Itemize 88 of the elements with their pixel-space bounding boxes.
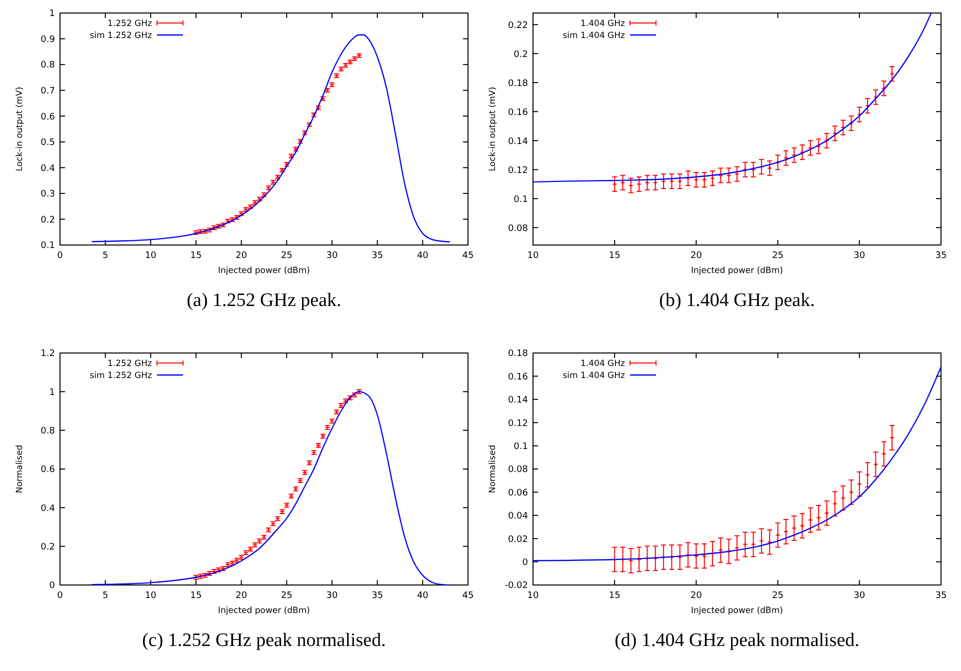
x-tick-label: 30 [326, 591, 338, 601]
x-tick-label: 30 [854, 591, 866, 601]
y-axis-title: Lock-in output (mV) [15, 86, 25, 172]
text: (c) 1.252 GHz peak normalised. [142, 630, 386, 651]
text: (b) 1.404 GHz peak. [659, 290, 815, 311]
y-tick-label: 0.06 [508, 488, 528, 498]
y-tick-label: 0.4 [40, 164, 56, 174]
x-tick-label: 25 [772, 251, 784, 261]
y-tick-label: 0.08 [508, 465, 528, 476]
y-tick-label: 0.16 [508, 372, 528, 382]
y-tick-label: 0.1 [514, 442, 528, 452]
legend-label: 1.252 GHz [108, 18, 153, 29]
x-tick-label: 35 [935, 591, 947, 601]
y-tick-label: 0.02 [508, 534, 528, 545]
y-tick-label: 1 [49, 9, 55, 20]
y-tick-label: 0.16 [508, 108, 528, 118]
x-tick-label: 5 [102, 251, 108, 261]
x-tick-label: 10 [527, 251, 539, 261]
y-tick-label: 0.18 [508, 78, 528, 89]
y-tick-label: 0.12 [508, 418, 528, 429]
x-tick-label: 25 [280, 591, 292, 601]
y-tick-label: 1.2 [40, 349, 55, 360]
y-tick-label: 0 [49, 581, 56, 592]
x-tick-label: 0 [57, 591, 64, 601]
legend-label: sim 1.252 GHz [90, 370, 153, 381]
x-tick-label: 15 [190, 251, 202, 261]
x-tick-label: 25 [772, 591, 784, 601]
y-tick-label: 0.12 [508, 166, 528, 176]
x-tick-label: 5 [102, 591, 108, 601]
y-tick-label: 0.7 [40, 86, 55, 96]
x-tick-label: 0 [57, 251, 64, 261]
y-tick-label: 0.14 [508, 136, 528, 147]
legend-label: sim 1.404 GHz [562, 370, 626, 381]
x-tick-label: 20 [690, 591, 702, 601]
x-axis-title: Injected power (dBm) [218, 266, 310, 276]
x-tick-label: 20 [236, 591, 248, 601]
x-tick-label: 20 [690, 251, 702, 261]
x-axis-title: Injected power (dBm) [218, 606, 310, 616]
y-tick-label: 0.6 [40, 112, 56, 122]
y-tick-label: 0.5 [40, 138, 55, 148]
x-tick-label: 30 [854, 251, 866, 261]
x-tick-label: 45 [462, 591, 474, 601]
y-tick-label: 0.1 [514, 194, 528, 205]
x-tick-label: 35 [935, 251, 947, 261]
y-tick-label: 0.9 [40, 34, 56, 45]
x-tick-label: 10 [527, 591, 539, 601]
y-tick-label: 0.14 [508, 396, 528, 406]
y-tick-label: 1 [49, 388, 55, 398]
y-tick-label: 0.8 [40, 426, 56, 436]
y-tick-label: 0.3 [40, 190, 55, 200]
y-tick-label: 0.08 [508, 224, 528, 234]
text: (d) 1.404 GHz peak normalised. [614, 630, 860, 651]
y-tick-label: 0.2 [40, 215, 55, 226]
x-tick-label: 15 [608, 591, 620, 601]
x-tick-label: 20 [236, 251, 248, 261]
x-tick-label: 35 [372, 251, 384, 261]
x-tick-label: 45 [462, 251, 474, 261]
y-tick-label: 0.1 [40, 241, 55, 252]
x-tick-label: 25 [280, 251, 292, 261]
x-tick-label: 40 [416, 251, 429, 261]
legend-label: 1.252 GHz [108, 358, 153, 369]
x-tick-label: 35 [372, 591, 384, 601]
y-tick-label: 0 [522, 558, 528, 568]
y-tick-label: -0.02 [504, 581, 528, 592]
y-tick-label: 0.2 [514, 50, 528, 60]
y-tick-label: 0.8 [40, 60, 56, 71]
x-tick-label: 40 [416, 591, 429, 601]
y-tick-label: 0.18 [508, 349, 528, 360]
y-tick-label: 0.2 [40, 542, 55, 552]
y-tick-label: 0.4 [40, 504, 56, 514]
x-tick-label: 30 [326, 251, 338, 261]
y-axis-title: Normalised [488, 444, 498, 494]
legend-label: sim 1.252 GHz [90, 30, 153, 41]
y-tick-label: 0.04 [508, 512, 528, 522]
x-tick-label: 15 [608, 251, 620, 261]
legend-label: 1.404 GHz [580, 18, 626, 29]
y-axis-title: Lock-in output (mV) [488, 86, 498, 172]
x-tick-label: 10 [144, 591, 157, 601]
y-axis-title: Normalised [15, 444, 25, 494]
y-tick-label: 0.22 [508, 20, 528, 31]
y-tick-label: 0.6 [40, 465, 56, 476]
text: (a) 1.252 GHz peak. [186, 290, 342, 311]
x-tick-label: 10 [144, 251, 157, 261]
legend-label: sim 1.404 GHz [562, 30, 626, 41]
x-axis-title: Injected power (dBm) [691, 266, 783, 276]
legend-label: 1.404 GHz [580, 358, 626, 369]
x-tick-label: 15 [190, 591, 202, 601]
x-axis-title: Injected power (dBm) [691, 606, 783, 616]
